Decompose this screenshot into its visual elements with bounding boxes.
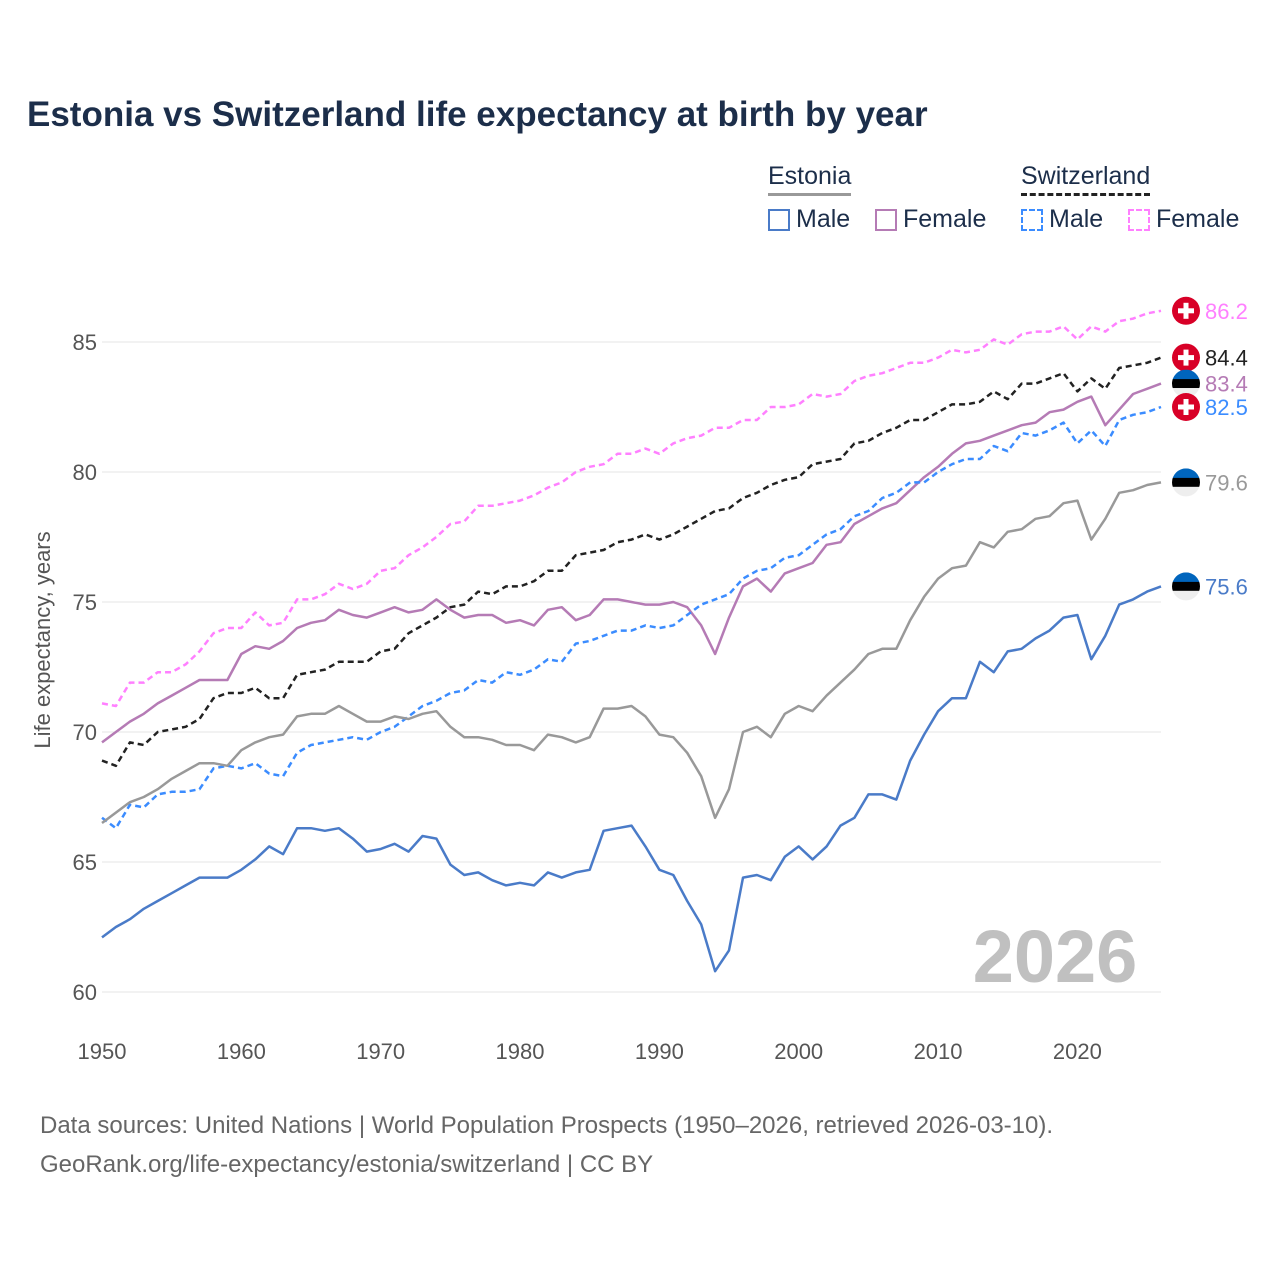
legend-label: Female: [1156, 205, 1240, 233]
y-tick-label: 85: [73, 330, 97, 355]
x-tick-label: 1950: [78, 1039, 127, 1064]
source-url: GeoRank.org/life-expectancy/estonia/swit…: [40, 1151, 654, 1178]
series-line-switzerland-female: [101, 309, 1162, 708]
series-line-estonia-male: [101, 585, 1162, 973]
legend-swatch: [768, 208, 790, 231]
legend-label: Male: [1049, 205, 1104, 233]
y-tick-label: 60: [73, 980, 97, 1005]
source-note: Data sources: United Nations | World Pop…: [40, 1112, 1054, 1139]
legend-swatch: [1128, 208, 1150, 231]
end-marker: 82.5: [1172, 393, 1248, 421]
estonia-flag-icon: [1172, 572, 1200, 601]
estonia-flag-icon: [1172, 468, 1200, 497]
end-marker: 75.6: [1172, 572, 1248, 601]
estonia-flag-icon: [1172, 369, 1200, 398]
chart-title: Estonia vs Switzerland life expectancy a…: [27, 95, 928, 134]
legend-swatch: [1021, 208, 1043, 231]
year-watermark: 2026: [973, 915, 1138, 998]
legend-switzerland-header: Switzerland: [1021, 162, 1151, 196]
x-tick-label: 1990: [635, 1039, 684, 1064]
y-axis-label: Life expectancy, years: [30, 531, 55, 748]
y-tick-label: 80: [73, 460, 97, 485]
end-marker: 86.2: [1172, 296, 1248, 325]
y-tick-label: 70: [73, 720, 97, 745]
end-value-label: 82.5: [1205, 395, 1248, 420]
legend-estonia-header: Estonia: [768, 162, 852, 196]
y-tick-label: 75: [73, 590, 97, 615]
flag-cross: [1178, 355, 1194, 361]
end-value-label: 79.6: [1205, 470, 1248, 495]
end-value-label: 86.2: [1205, 299, 1248, 324]
end-marker: 79.6: [1172, 468, 1248, 497]
x-tick-label: 1960: [217, 1039, 266, 1064]
series-line-estonia: [101, 481, 1162, 825]
end-value-label: 75.6: [1205, 574, 1248, 599]
end-marker: 83.4: [1172, 369, 1248, 398]
end-marker: 84.4: [1172, 343, 1248, 372]
legend-swatch: [875, 208, 897, 231]
legend-switzerland-female[interactable]: Female: [1128, 205, 1239, 234]
x-tick-label: 2000: [774, 1039, 823, 1064]
legend-estonia-female[interactable]: Female: [875, 205, 986, 234]
legend-estonia-male[interactable]: Male: [768, 205, 850, 234]
series-line-switzerland-male: [101, 405, 1162, 830]
legend-label: Male: [796, 205, 851, 233]
series-line-switzerland: [101, 356, 1162, 768]
end-value-label: 83.4: [1205, 372, 1248, 397]
y-tick-label: 65: [73, 850, 97, 875]
x-tick-label: 2010: [914, 1039, 963, 1064]
footer: Data sources: United Nations | World Pop…: [40, 1106, 1053, 1184]
x-tick-label: 2020: [1053, 1039, 1102, 1064]
flag-cross: [1178, 404, 1194, 410]
flag-cross: [1178, 308, 1194, 314]
legend-label: Female: [903, 205, 987, 233]
x-tick-label: 1980: [496, 1039, 545, 1064]
end-value-label: 84.4: [1205, 346, 1248, 371]
legend-switzerland-male[interactable]: Male: [1021, 205, 1103, 234]
series-line-estonia-female: [101, 382, 1162, 744]
x-tick-label: 1970: [356, 1039, 405, 1064]
